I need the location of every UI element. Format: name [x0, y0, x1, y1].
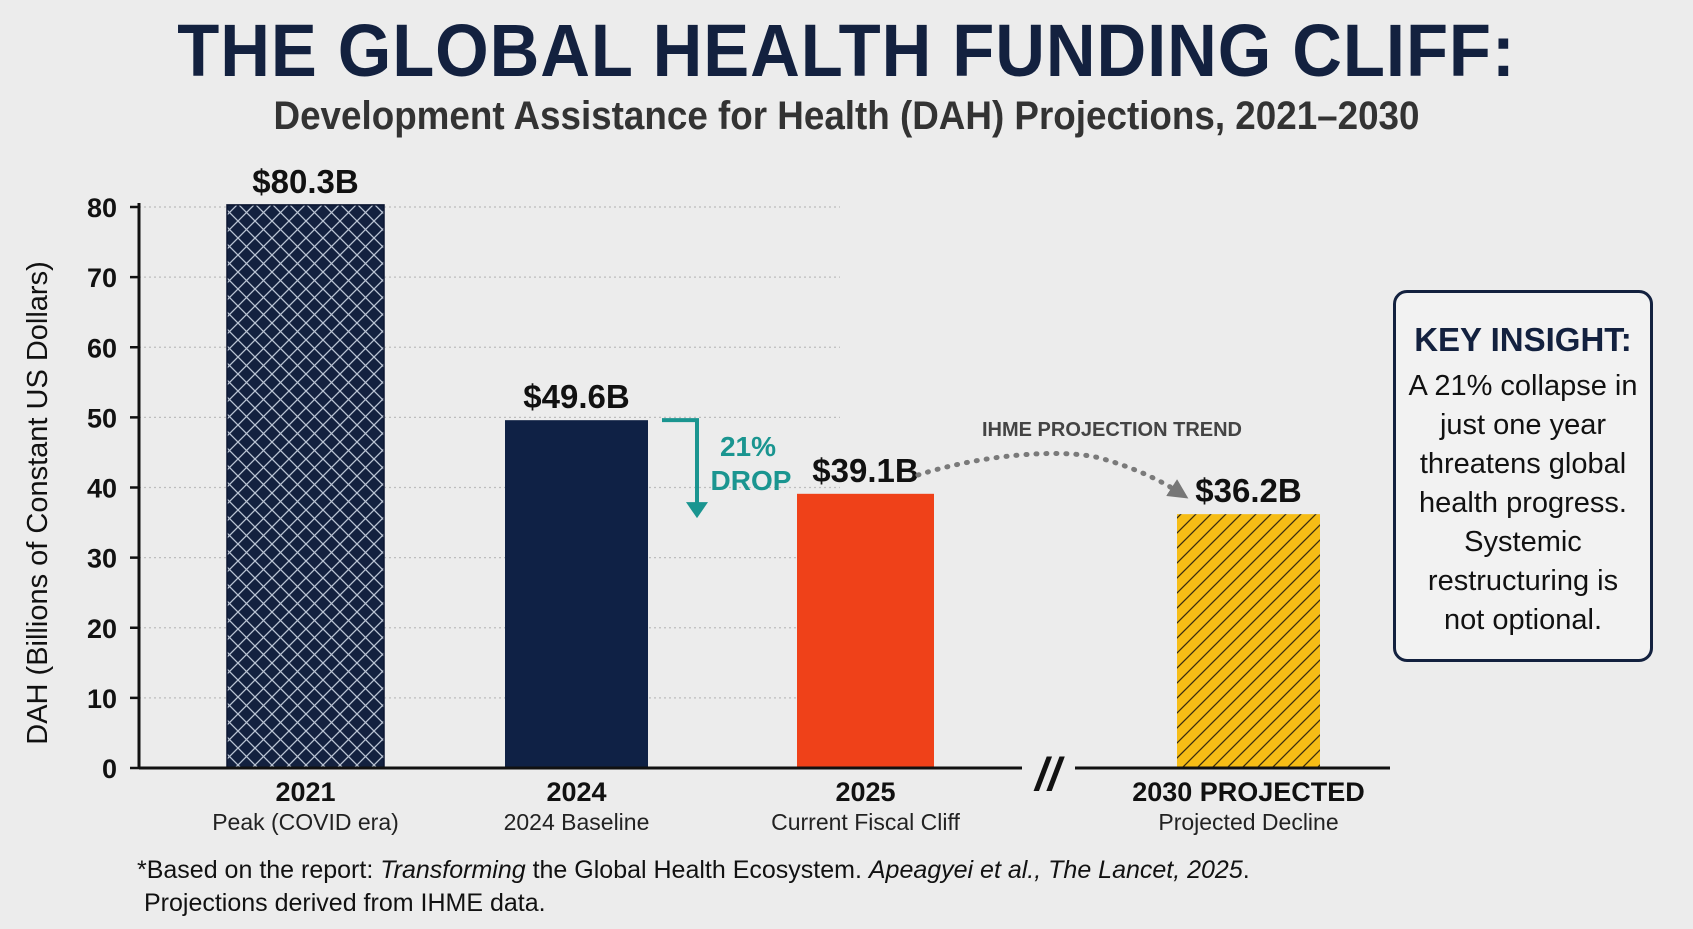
footnote-italic-citation: Apeagyei et al., The Lancet, 2025 — [868, 856, 1243, 884]
ytick-label-40: 40 — [87, 474, 117, 504]
trend-dotted-arrow — [915, 450, 1189, 499]
axis-break-mark: // — [1033, 748, 1065, 800]
ytick-label-50: 50 — [87, 403, 117, 433]
drop-annotation-line2: DROP — [711, 465, 792, 496]
category-label-2030-projected: 2030 PROJECTED — [1132, 777, 1365, 807]
chart-title: THE GLOBAL HEALTH FUNDING CLIFF: — [177, 9, 1516, 92]
value-label-2024: $49.6B — [523, 378, 629, 415]
key-insight-text: A 21% collapse in just one year threaten… — [1408, 370, 1638, 636]
footnote-italic-title: Transforming — [380, 856, 526, 884]
category-sublabel-2021: Peak (COVID era) — [212, 809, 399, 835]
bar-2024 — [505, 420, 648, 768]
y-axis-label: DAH (Billions of Constant US Dollars) — [22, 261, 54, 744]
bar-2030-projected — [1177, 514, 1320, 768]
bar-2025 — [797, 493, 934, 768]
bar-2021 — [226, 204, 385, 769]
footnote-line1: *Based on the report: Transforming the G… — [137, 854, 1537, 887]
axes: // — [137, 203, 1390, 800]
y-axis-ticks: 0 10 20 30 40 50 60 70 80 — [87, 193, 139, 784]
ytick-label-80: 80 — [87, 193, 117, 223]
category-label-2024: 2024 — [546, 777, 606, 807]
value-label-2025: $39.1B — [812, 452, 918, 489]
key-insight-heading: KEY INSIGHT: — [1414, 321, 1632, 358]
category-sublabel-2024: 2024 Baseline — [504, 809, 650, 835]
value-label-2030-projected: $36.2B — [1195, 472, 1301, 509]
ytick-label-20: 20 — [87, 614, 117, 644]
category-sublabel-2025: Current Fiscal Cliff — [771, 809, 960, 835]
footnote-middle: the Global Health Ecosystem. — [525, 856, 869, 884]
footnote-prefix: *Based on the report: — [137, 856, 381, 884]
ytick-label-60: 60 — [87, 333, 117, 363]
ytick-label-70: 70 — [87, 263, 117, 293]
category-sublabel-2030-projected: Projected Decline — [1158, 809, 1338, 835]
trend-label: IHME PROJECTION TREND — [982, 419, 1242, 441]
key-insight-box: KEY INSIGHT: A 21% collapse in just one … — [1393, 290, 1653, 662]
footnote: *Based on the report: Transforming the G… — [137, 854, 1537, 920]
ytick-label-10: 10 — [87, 684, 117, 714]
annotations: 21%DROP IHME PROJECTION TREND — [662, 418, 1242, 519]
category-label-2021: 2021 — [275, 777, 335, 807]
footnote-line2: Projections derived from IHME data. — [144, 889, 546, 917]
footnote-suffix: . — [1242, 856, 1250, 884]
ytick-label-0: 0 — [102, 754, 117, 784]
category-label-2025: 2025 — [835, 777, 895, 807]
value-label-2021: $80.3B — [252, 163, 358, 200]
bars — [226, 204, 1320, 769]
ytick-label-30: 30 — [87, 544, 117, 574]
drop-annotation-line1: 21% — [720, 431, 776, 462]
chart-subtitle: Development Assistance for Health (DAH) … — [273, 94, 1420, 138]
drop-arrow-head — [686, 502, 708, 519]
drop-arrow-line — [662, 418, 699, 505]
